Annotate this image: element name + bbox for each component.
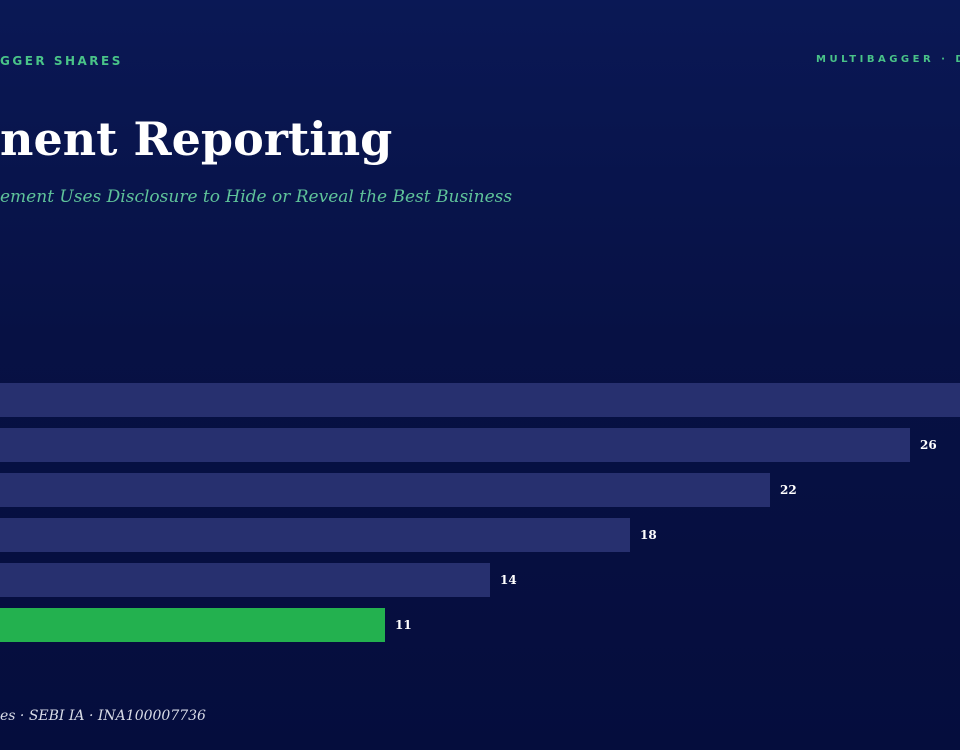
series-kicker: MULTIBAGGER · D [816, 54, 960, 65]
brand-kicker: GGER SHARES [0, 54, 123, 68]
page-subtitle: ement Uses Disclosure to Hide or Reveal … [0, 187, 513, 207]
bar-value-label-6: 11 [395, 618, 412, 632]
footer-credit: es · SEBI IA · INA100007736 [0, 708, 206, 724]
bar-5 [0, 563, 490, 597]
bar-value-label-5: 14 [500, 573, 517, 587]
bar-value-label-2: 26 [920, 438, 937, 452]
bar-value-label-3: 22 [780, 483, 797, 497]
page-title: nent Reporting [0, 112, 393, 166]
bar-value-label-4: 18 [640, 528, 657, 542]
bar-4 [0, 518, 630, 552]
bar-6 [0, 608, 385, 642]
bar-1 [0, 383, 960, 417]
bar-2 [0, 428, 910, 462]
bar-3 [0, 473, 770, 507]
